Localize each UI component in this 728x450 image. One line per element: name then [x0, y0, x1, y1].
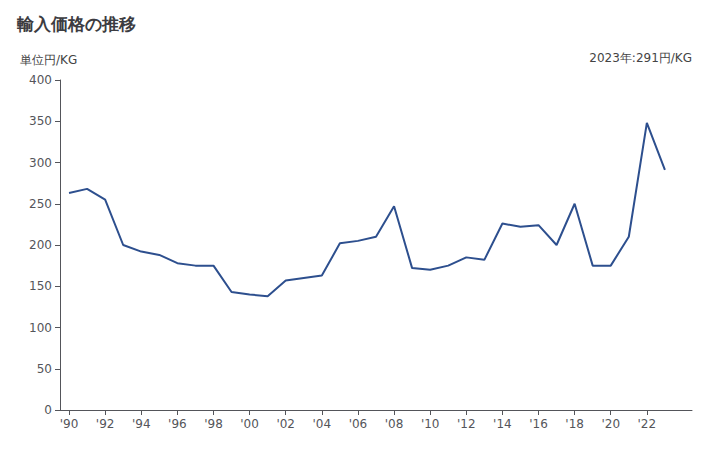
svg-text:'12: '12 [457, 417, 476, 431]
svg-text:'08: '08 [385, 417, 404, 431]
svg-text:'02: '02 [276, 417, 295, 431]
svg-text:'98: '98 [204, 417, 223, 431]
svg-text:150: 150 [29, 279, 52, 293]
svg-text:'20: '20 [601, 417, 620, 431]
svg-text:2023年:291円/KG: 2023年:291円/KG [589, 51, 692, 65]
svg-text:'96: '96 [168, 417, 187, 431]
svg-text:'00: '00 [240, 417, 259, 431]
svg-text:300: 300 [29, 156, 52, 170]
svg-text:単位円/KG: 単位円/KG [20, 53, 77, 67]
svg-text:'18: '18 [565, 417, 584, 431]
svg-text:輸入価格の推移: 輸入価格の推移 [16, 14, 136, 34]
svg-text:'14: '14 [493, 417, 512, 431]
svg-text:350: 350 [29, 114, 52, 128]
svg-text:'90: '90 [60, 417, 79, 431]
svg-text:100: 100 [29, 321, 52, 335]
svg-text:'04: '04 [313, 417, 332, 431]
svg-text:250: 250 [29, 197, 52, 211]
svg-text:'22: '22 [638, 417, 657, 431]
svg-text:50: 50 [37, 362, 52, 376]
svg-text:'06: '06 [349, 417, 368, 431]
svg-text:'10: '10 [421, 417, 440, 431]
svg-text:400: 400 [29, 73, 52, 87]
svg-text:200: 200 [29, 238, 52, 252]
svg-text:'94: '94 [132, 417, 151, 431]
svg-text:0: 0 [44, 403, 52, 417]
svg-text:'92: '92 [96, 417, 115, 431]
svg-text:'16: '16 [529, 417, 548, 431]
